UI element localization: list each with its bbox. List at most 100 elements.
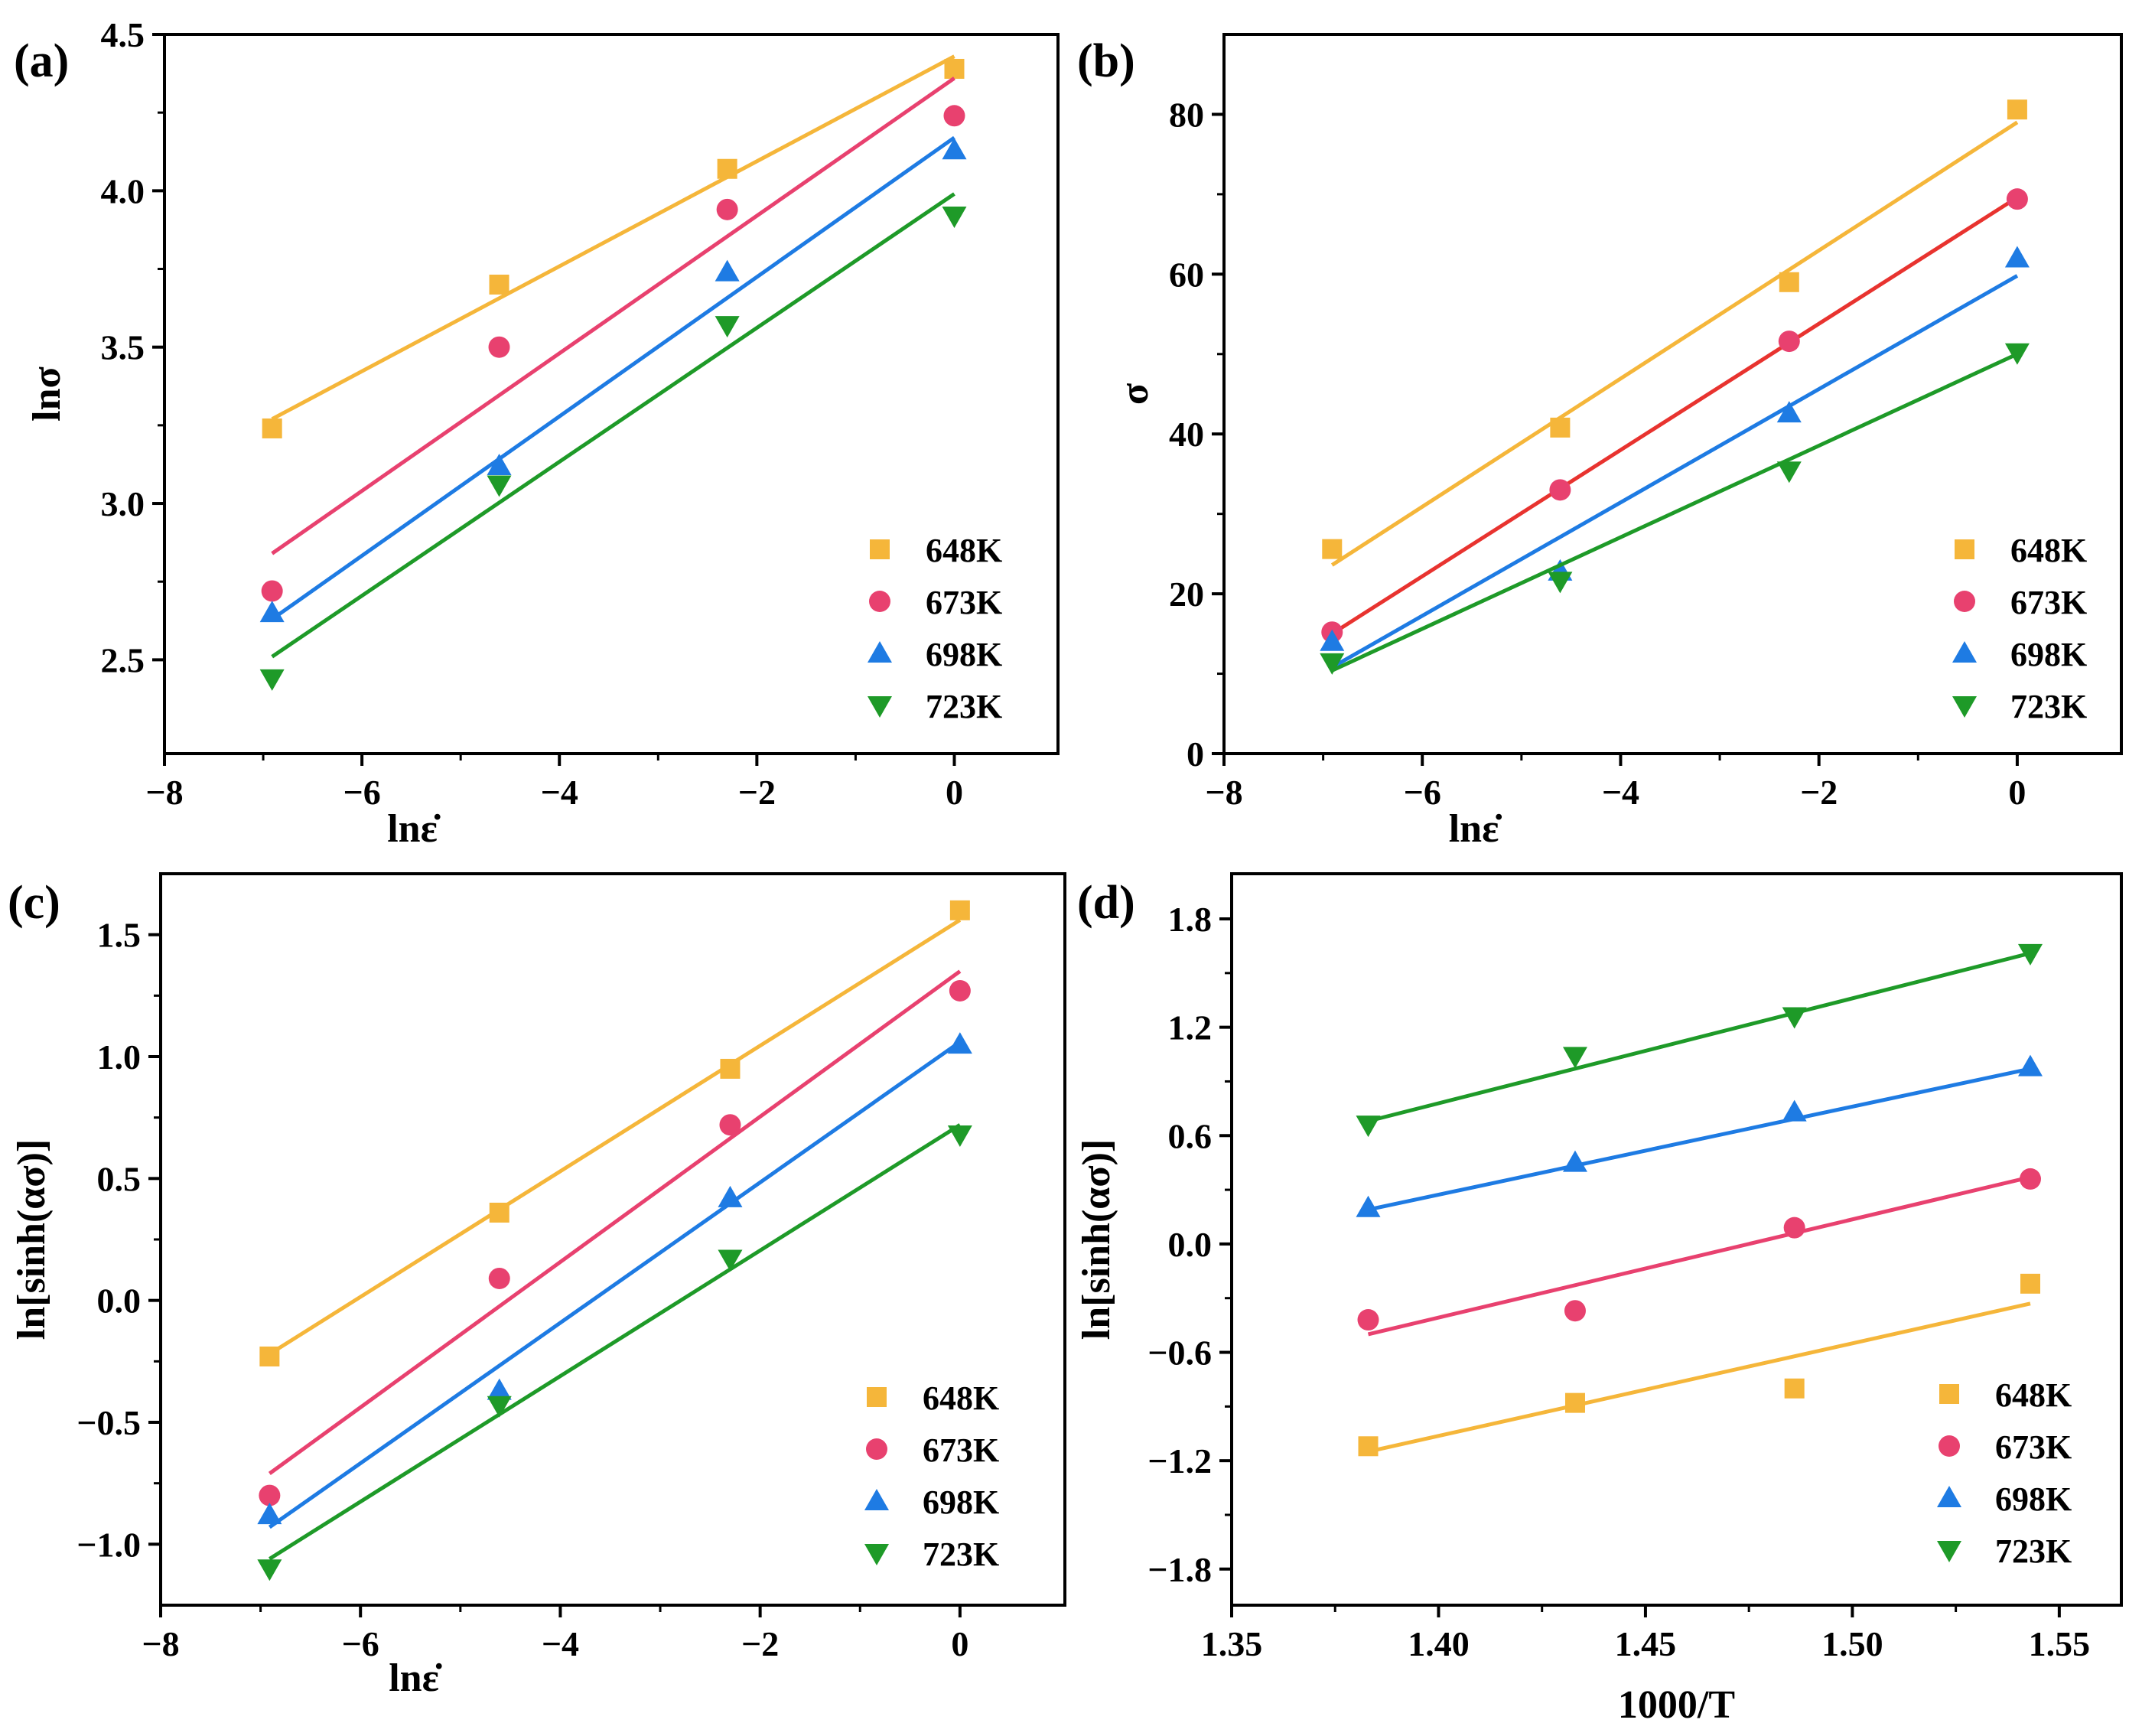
legend-marker-673K bbox=[866, 1438, 887, 1460]
panel-label: (b) bbox=[1077, 35, 1135, 87]
series-673K bbox=[1321, 188, 2028, 643]
data-point-698K bbox=[487, 1378, 512, 1400]
fit-line-698K bbox=[271, 135, 955, 621]
series-648K bbox=[1322, 99, 2027, 567]
y-axis-label: σ bbox=[1113, 383, 1157, 405]
fit-line-673K bbox=[268, 969, 962, 1475]
data-point-673K bbox=[488, 336, 510, 358]
legend-marker-648K bbox=[870, 539, 890, 559]
x-axis-label: lnε̇ bbox=[387, 807, 441, 851]
data-point-648K bbox=[1564, 1392, 1585, 1413]
chart-panel-d: 1.35 1.40 1.45 1.50 1.55 −1.8 −1.2 −0.6 0.0 0.6 1.… bbox=[1075, 872, 2123, 1727]
fit-line-723K bbox=[1367, 951, 2031, 1123]
fit-line-648K bbox=[1367, 1301, 2031, 1454]
x-tick-label: 1.45 bbox=[1615, 1624, 1677, 1663]
data-point-648K bbox=[2020, 1273, 2040, 1294]
x-tick-label: 0 bbox=[951, 1624, 968, 1663]
series-698K bbox=[257, 1032, 972, 1529]
legend-label: 648K bbox=[923, 1379, 999, 1417]
legend-label: 648K bbox=[2010, 532, 2087, 569]
chart-panel-a: −8 −6 −4 −2 0 2.5 3.0 3.5 4.0 4.5 648K 673K 698K 723K… bbox=[14, 15, 1060, 851]
legend-marker-698K bbox=[1937, 1486, 1961, 1507]
fit-line-648K bbox=[269, 918, 962, 1356]
data-point-698K bbox=[487, 454, 512, 475]
legend-marker-698K bbox=[868, 641, 892, 663]
x-tick-label: −6 bbox=[342, 1624, 379, 1663]
y-tick-label: 3.0 bbox=[101, 484, 145, 523]
x-tick-label: 0 bbox=[2008, 773, 2026, 812]
data-point-673K bbox=[719, 1114, 741, 1136]
legend-marker-723K bbox=[864, 1544, 889, 1565]
y-tick-label: −0.6 bbox=[1148, 1334, 1212, 1373]
series-673K bbox=[261, 77, 965, 602]
data-point-723K bbox=[1548, 572, 1573, 594]
x-tick-label: −2 bbox=[1800, 773, 1838, 812]
y-tick-label: 4.0 bbox=[101, 171, 145, 210]
legend-marker-698K bbox=[1952, 641, 1977, 663]
legend-label: 673K bbox=[1995, 1428, 2072, 1466]
y-tick-label: 0.5 bbox=[97, 1159, 142, 1198]
data-point-648K bbox=[944, 58, 965, 79]
data-point-648K bbox=[1779, 272, 1799, 292]
legend-marker-673K bbox=[869, 591, 890, 612]
y-tick-label: 4.5 bbox=[101, 15, 145, 54]
data-point-723K bbox=[257, 1559, 282, 1581]
series-648K bbox=[1358, 1273, 2040, 1457]
data-point-648K bbox=[1784, 1378, 1805, 1399]
data-point-673K bbox=[2006, 188, 2028, 210]
y-tick-label: −1.2 bbox=[1148, 1441, 1212, 1480]
x-tick-label: 1.35 bbox=[1201, 1624, 1263, 1663]
plot-frame bbox=[163, 33, 1060, 755]
data-point-698K bbox=[1562, 1150, 1587, 1172]
y-tick-label: −0.5 bbox=[76, 1403, 141, 1442]
panel-label: (a) bbox=[14, 35, 69, 87]
data-point-648K bbox=[717, 158, 737, 179]
data-point-698K bbox=[259, 601, 285, 623]
data-point-723K bbox=[1562, 1047, 1587, 1069]
data-point-698K bbox=[1776, 401, 1802, 423]
series-648K bbox=[259, 900, 970, 1366]
x-tick-label: −8 bbox=[142, 1624, 179, 1663]
y-tick-label: 0.6 bbox=[1168, 1116, 1213, 1155]
panel-label: (d) bbox=[1077, 877, 1135, 929]
data-point-723K bbox=[1776, 461, 1802, 484]
legend: 648K 673K 698K 723K bbox=[1937, 1376, 2072, 1570]
x-tick-label: 1.55 bbox=[2029, 1624, 2091, 1663]
series-723K bbox=[1320, 343, 2030, 675]
data-point-723K bbox=[259, 669, 285, 691]
legend-label: 723K bbox=[923, 1536, 999, 1573]
legend: 648K 673K 698K 723K bbox=[1952, 532, 2087, 725]
data-point-698K bbox=[2004, 246, 2030, 268]
fit-line-723K bbox=[269, 1123, 962, 1561]
data-point-723K bbox=[947, 1125, 972, 1147]
legend: 648K 673K 698K 723K bbox=[864, 1379, 999, 1573]
plot-frame bbox=[1230, 872, 2123, 1607]
plot-frame bbox=[1222, 33, 2123, 755]
legend-label: 673K bbox=[2010, 584, 2087, 621]
fit-line-673K bbox=[271, 77, 955, 555]
data-point-648K bbox=[1550, 417, 1571, 438]
data-point-698K bbox=[257, 1503, 282, 1525]
data-point-648K bbox=[949, 900, 970, 920]
fit-line-698K bbox=[1367, 1067, 2031, 1212]
fit-line-673K bbox=[1330, 195, 2019, 636]
x-tick-label: −8 bbox=[1205, 773, 1242, 812]
y-axis-label: ln[sinh(ασ)] bbox=[10, 1139, 54, 1340]
data-point-723K bbox=[2017, 943, 2043, 966]
x-tick-label: −8 bbox=[145, 773, 183, 812]
fit-line-723K bbox=[1331, 352, 2018, 673]
series-698K bbox=[1320, 246, 2030, 669]
data-point-698K bbox=[1320, 629, 1345, 651]
legend-marker-648K bbox=[867, 1387, 887, 1407]
data-point-698K bbox=[1356, 1195, 1381, 1217]
series-648K bbox=[262, 54, 965, 438]
x-axis-label: 1000/T bbox=[1618, 1683, 1735, 1727]
data-point-648K bbox=[2007, 99, 2027, 120]
legend-marker-673K bbox=[1939, 1435, 1960, 1457]
data-point-698K bbox=[942, 138, 967, 160]
y-tick-label: 2.5 bbox=[101, 640, 145, 679]
fit-line-698K bbox=[268, 1040, 962, 1529]
data-point-673K bbox=[1783, 1217, 1805, 1239]
series-673K bbox=[259, 969, 971, 1506]
y-tick-label: 60 bbox=[1169, 255, 1204, 294]
